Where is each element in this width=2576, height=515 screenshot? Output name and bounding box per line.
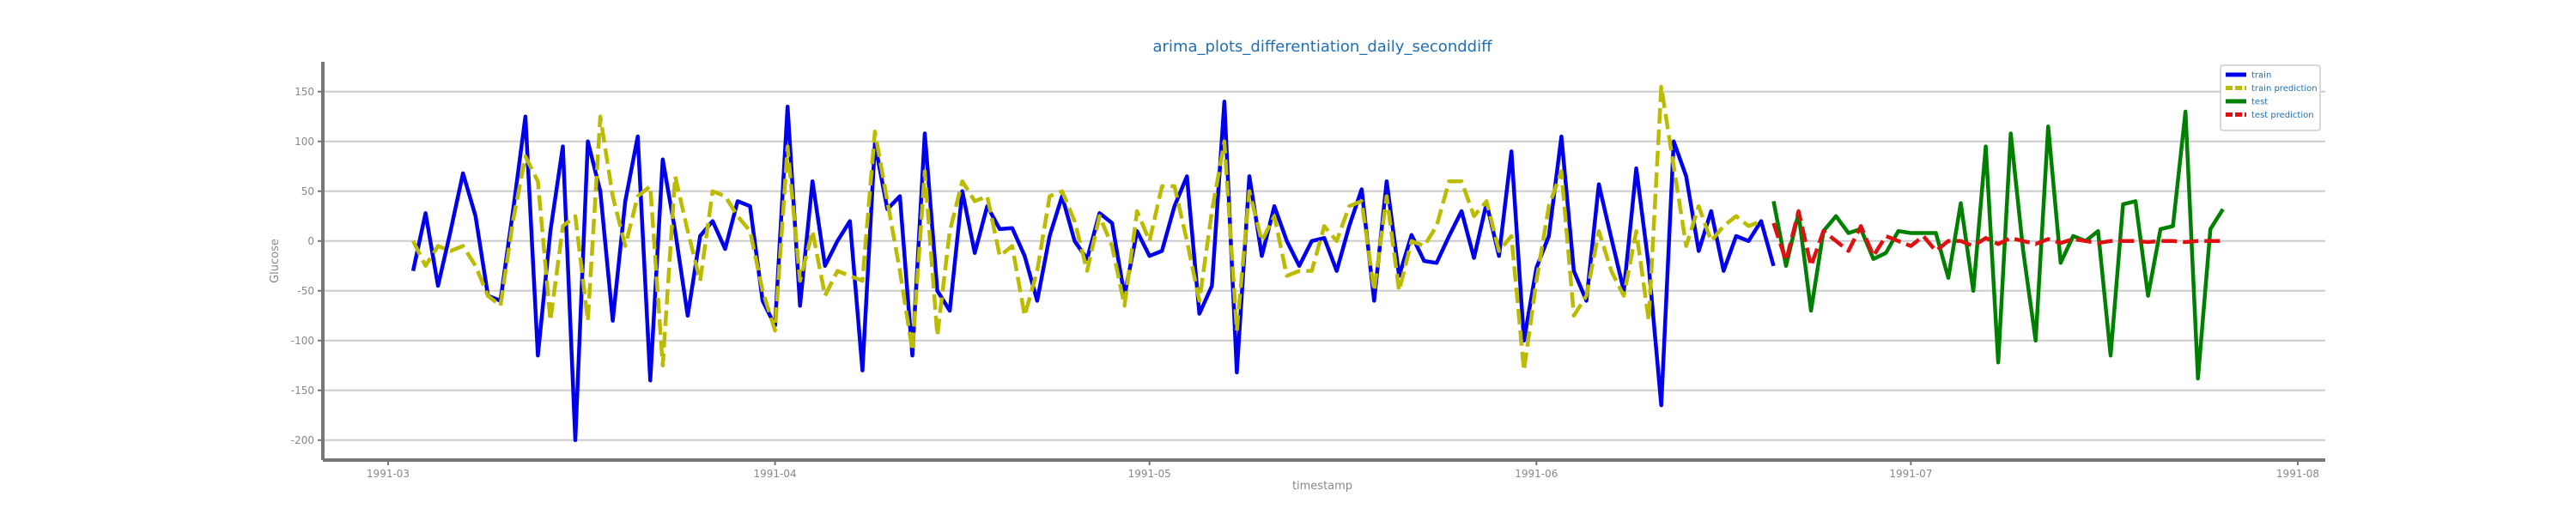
y-tick-label: -200 xyxy=(291,434,314,446)
y-tick-label: -150 xyxy=(291,385,314,397)
x-axis-label: timestamp xyxy=(1292,480,1352,493)
y-tick-label: -100 xyxy=(291,335,314,347)
y-tick-label: -50 xyxy=(297,285,314,297)
x-tick-label: 1991-08 xyxy=(2276,468,2319,480)
y-tick-label: 100 xyxy=(295,136,314,148)
y-tick-label: 50 xyxy=(301,185,314,197)
series-line-test-prediction xyxy=(1771,209,2223,269)
x-tick-label: 1991-03 xyxy=(367,468,410,480)
y-tick-label: 150 xyxy=(295,86,314,98)
series-line-train-prediction xyxy=(411,84,1762,373)
y-axis-label: Glucose xyxy=(269,239,282,283)
y-tick-label: 0 xyxy=(307,235,314,247)
x-tick-label: 1991-07 xyxy=(1889,468,1932,480)
series-line-test xyxy=(1771,109,2225,381)
chart-title: arima_plots_differentiation_daily_second… xyxy=(1153,38,1493,56)
legend-label: train xyxy=(2251,71,2271,81)
legend: train train prediction test test prediction xyxy=(2220,64,2321,131)
legend-label: train prediction xyxy=(2251,84,2318,94)
legend-label: test prediction xyxy=(2251,111,2314,120)
legend-label: test xyxy=(2251,98,2268,107)
x-tick-label: 1991-06 xyxy=(1515,468,1558,480)
axes xyxy=(321,62,2325,462)
x-tick-label: 1991-05 xyxy=(1128,468,1171,480)
y-ticks: 150 100 50 0 -50 -100 -150 -200 xyxy=(291,86,323,446)
x-ticks: 1991-03 1991-04 1991-05 1991-06 1991-07 1991-… xyxy=(367,460,2319,480)
series-layer xyxy=(410,84,2225,443)
x-tick-label: 1991-04 xyxy=(754,468,797,480)
